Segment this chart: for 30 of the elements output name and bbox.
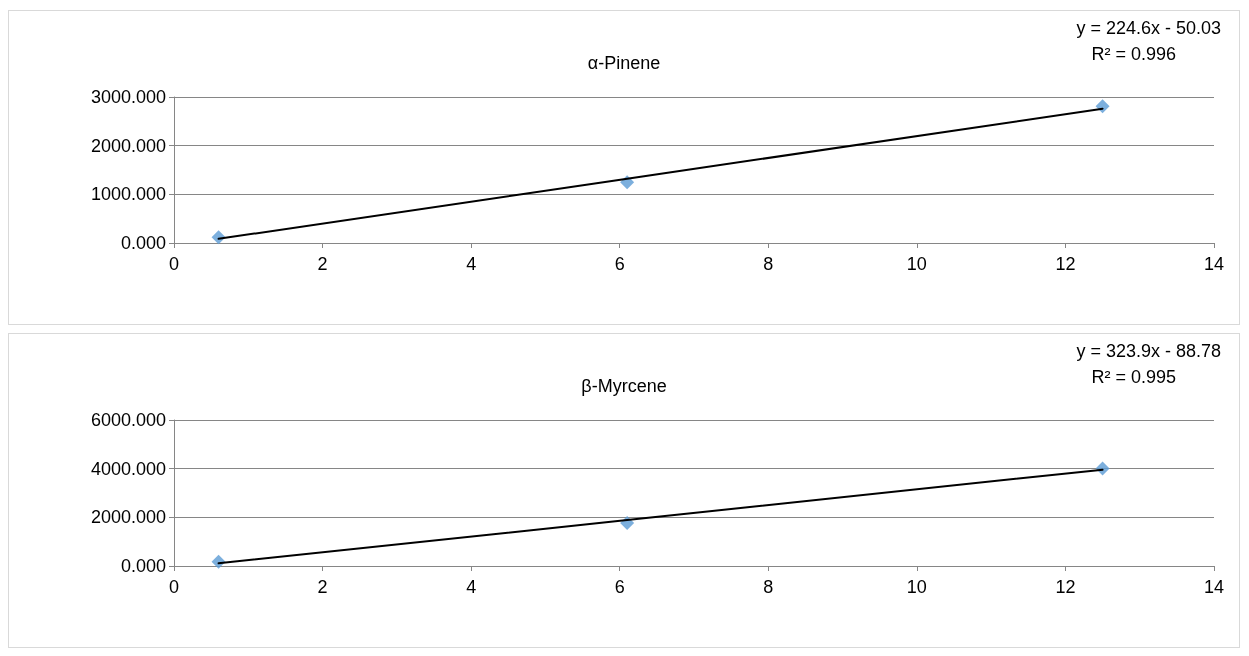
chart-title: β-Myrcene bbox=[581, 376, 667, 396]
text: y = 323.9x - 88.78 bbox=[1076, 341, 1222, 361]
x-tick-label: 4 bbox=[466, 254, 477, 274]
y-tick-label: 2000.000 bbox=[90, 507, 166, 528]
y-tick-label: 6000.000 bbox=[90, 410, 166, 430]
y-tick-label: 4000.000 bbox=[90, 458, 166, 479]
x-tick-label: 14 bbox=[1203, 577, 1225, 597]
x-tick-label: 6 bbox=[614, 254, 625, 274]
text: R² = 0.995 bbox=[1091, 367, 1177, 387]
y-tick-label: 1000.000 bbox=[90, 184, 166, 205]
x-tick-label: 0 bbox=[168, 577, 180, 597]
x-tick-label: 12 bbox=[1055, 577, 1076, 597]
y-tick-label: 2000.000 bbox=[90, 135, 166, 156]
x-tick-label: 10 bbox=[906, 254, 927, 274]
x-tick-label: 12 bbox=[1055, 254, 1076, 274]
x-tick-label: 2 bbox=[317, 254, 328, 274]
chart-title: α-Pinene bbox=[587, 53, 661, 73]
x-tick-label: 8 bbox=[763, 254, 774, 274]
y-tick-label: 0.000 bbox=[120, 556, 166, 576]
text: R² = 0.996 bbox=[1091, 44, 1177, 64]
x-tick-label: 0 bbox=[168, 254, 180, 274]
x-tick-label: 14 bbox=[1203, 254, 1225, 274]
y-tick-label: 0.000 bbox=[120, 233, 166, 253]
x-tick-label: 10 bbox=[906, 577, 927, 597]
x-tick-label: 8 bbox=[763, 577, 774, 597]
x-tick-label: 6 bbox=[614, 577, 625, 597]
x-tick-label: 2 bbox=[317, 577, 328, 597]
y-tick-label: 3000.000 bbox=[90, 87, 166, 107]
x-tick-label: 4 bbox=[466, 577, 477, 597]
text: y = 224.6x - 50.03 bbox=[1076, 18, 1222, 38]
